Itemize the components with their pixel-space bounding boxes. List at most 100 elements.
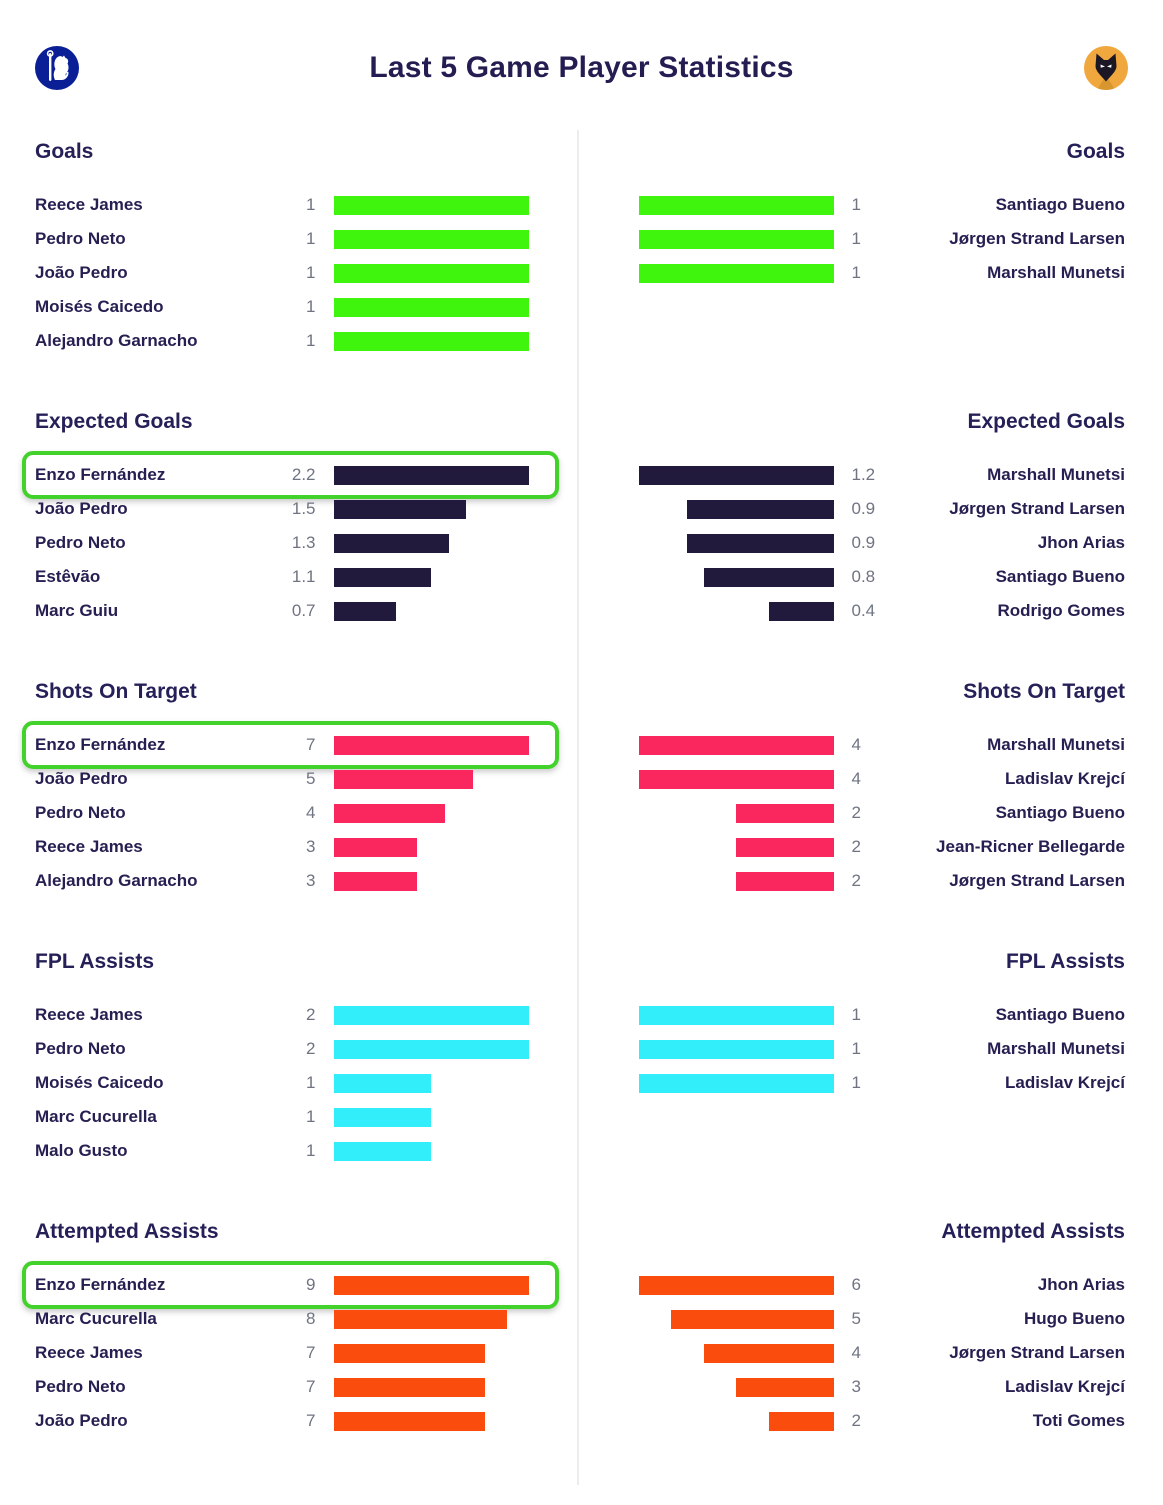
stat-bar	[333, 1141, 431, 1161]
stat-bar	[333, 837, 418, 857]
goals-left-panel: Goals Reece James 1 Pedro Neto 1 João Pedro 1 M…	[0, 140, 582, 400]
stat-value: 2	[851, 803, 861, 822]
player-name: Moisés Caicedo	[35, 1073, 164, 1092]
stat-value: 1.1	[291, 567, 316, 586]
bar-track	[333, 601, 529, 621]
player-stat-row: Pedro Neto 2	[35, 1032, 529, 1066]
stat-bar	[638, 1005, 834, 1025]
player-stat-row: Pedro Neto 4	[35, 796, 529, 830]
player-stat-row: Reece James 2	[35, 998, 529, 1032]
player-stat-row: Moisés Caicedo 1	[35, 290, 529, 324]
player-name: Alejandro Garnacho	[35, 871, 198, 890]
stat-bar	[333, 465, 529, 485]
shots-on-target-right-panel: Shots On Target 4 Marshall Munetsi 4 Ladisla…	[582, 680, 1163, 940]
bar-track	[639, 1309, 834, 1329]
player-name: Toti Gomes	[1032, 1411, 1125, 1430]
stat-value: 5	[851, 1309, 861, 1328]
player-name: Ladislav Krejcí	[1004, 1073, 1125, 1092]
player-name: Jean-Ricner Bellegarde	[936, 837, 1125, 856]
stat-rows: Enzo Fernández 7 João Pedro 5 Pedro Neto 4 Ree…	[22, 721, 558, 898]
stat-bar	[333, 1377, 486, 1397]
stat-value: 5	[306, 769, 316, 788]
bar-track	[639, 1377, 834, 1397]
stat-rows: Reece James 1 Pedro Neto 1 João Pedro 1 Moisés…	[35, 188, 529, 358]
stat-value: 4	[851, 769, 861, 788]
player-name: Marc Guiu	[35, 601, 119, 620]
stat-value: 0.8	[851, 567, 876, 586]
section-title: Expected Goals	[967, 410, 1125, 433]
player-stat-row: Marc Guiu 0.7	[35, 594, 529, 628]
bar-track	[333, 803, 529, 823]
player-name: Pedro Neto	[35, 1377, 126, 1396]
stat-bar	[638, 735, 834, 755]
page-title: Last 5 Game Player Statistics	[369, 51, 794, 84]
player-stat-row: 1.2 Marshall Munetsi	[638, 458, 1125, 492]
player-name: Reece James	[35, 1005, 143, 1024]
attempted-assists-left-panel: Attempted Assists Enzo Fernández 9 Marc Cuc…	[0, 1220, 582, 1480]
stat-value: 1	[306, 1073, 316, 1092]
stat-bar	[333, 1275, 529, 1295]
player-name: Pedro Neto	[35, 1039, 126, 1058]
bar-track	[639, 1343, 834, 1363]
player-name: Hugo Bueno	[1023, 1309, 1125, 1328]
stat-value: 4	[306, 803, 316, 822]
player-stat-row: Reece James 7	[35, 1336, 529, 1370]
player-stat-row: Marc Cucurella 1	[35, 1100, 529, 1134]
stat-value: 3	[851, 1377, 861, 1396]
stat-bar	[768, 1411, 834, 1431]
bar-track	[333, 465, 529, 485]
player-stat-row: 1 Marshall Munetsi	[638, 256, 1125, 290]
expected-goals-right-panel: Expected Goals 1.2 Marshall Munetsi 0.9 Jørg…	[582, 410, 1163, 670]
bar-track	[639, 499, 834, 519]
section-title: Attempted Assists	[35, 1220, 219, 1243]
stat-bar	[638, 229, 834, 249]
stat-value: 1	[851, 229, 861, 248]
stat-bar	[333, 769, 473, 789]
player-name: Jørgen Strand Larsen	[949, 1343, 1125, 1362]
expected-goals-left-panel: Expected Goals Enzo Fernández 2.2 João Pedr…	[0, 410, 582, 670]
bar-track	[638, 465, 834, 485]
stat-rows: 6 Jhon Arias 5 Hugo Bueno 4 Jørgen Strand Lar…	[638, 1268, 1125, 1438]
stat-bar	[736, 837, 834, 857]
stat-bar	[333, 229, 529, 249]
player-name: Pedro Neto	[35, 229, 126, 248]
stat-value: 0.9	[851, 499, 876, 518]
player-name: Jørgen Strand Larsen	[949, 871, 1125, 890]
player-stat-row: Alejandro Garnacho 1	[35, 324, 529, 358]
player-name: Ladislav Krejcí	[1004, 769, 1125, 788]
player-name: Pedro Neto	[35, 533, 126, 552]
player-name: Rodrigo Gomes	[997, 601, 1125, 620]
player-stat-row: 2 Santiago Bueno	[639, 796, 1125, 830]
stat-bar	[638, 263, 834, 283]
section-title: Attempted Assists	[941, 1220, 1125, 1243]
bar-track	[639, 837, 834, 857]
section-goals: Goals Reece James 1 Pedro Neto 1 João Pedro 1 M…	[0, 130, 1163, 400]
section-title: FPL Assists	[35, 950, 155, 973]
bar-track	[333, 837, 529, 857]
player-stat-row: Pedro Neto 1	[35, 222, 529, 256]
section-shots-on-target: Shots On Target Enzo Fernández 7 João Pedro…	[0, 670, 1163, 940]
player-name: Jhon Arias	[1037, 533, 1125, 552]
stat-bar	[638, 465, 834, 485]
stat-bar	[638, 769, 834, 789]
player-stat-row: João Pedro 7	[35, 1404, 529, 1438]
stat-value: 1	[306, 195, 316, 214]
bar-track	[639, 871, 834, 891]
stat-value: 2	[851, 871, 861, 890]
stat-bar	[333, 735, 529, 755]
stat-bar	[768, 601, 834, 621]
stat-value: 4	[851, 1343, 861, 1362]
player-stat-row: Estêvão 1.1	[35, 560, 529, 594]
stat-value: 0.9	[851, 533, 876, 552]
stat-value: 1.5	[291, 499, 316, 518]
stat-value: 1.2	[851, 465, 876, 484]
player-stat-row: João Pedro 1.5	[35, 492, 529, 526]
bar-track	[333, 1073, 529, 1093]
highlighted-player-stat-row: Enzo Fernández 9	[22, 1261, 558, 1309]
attempted-assists-right-panel: Attempted Assists 6 Jhon Arias 5 Hugo Bueno 4…	[582, 1220, 1163, 1480]
player-name: Santiago Bueno	[995, 195, 1125, 214]
player-stat-row: 6 Jhon Arias	[638, 1268, 1125, 1302]
stat-value: 1.3	[291, 533, 316, 552]
bar-track	[333, 567, 529, 587]
bar-track	[639, 803, 834, 823]
